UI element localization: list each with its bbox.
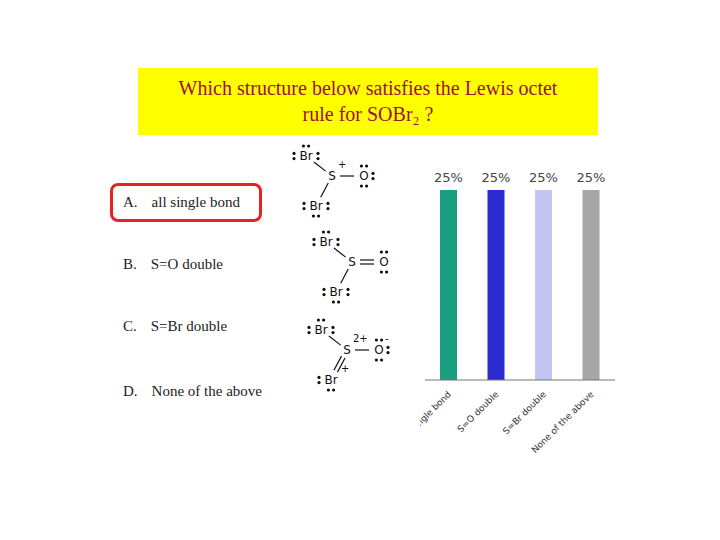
svg-text:S=O double: S=O double — [455, 389, 500, 434]
html-text:D.: D. — [123, 383, 138, 399]
svg-text:Br: Br — [309, 199, 322, 213]
svg-text:+: + — [341, 363, 349, 374]
svg-text:None of the above: None of the above — [530, 389, 596, 455]
html-text:A.: A. — [123, 194, 138, 210]
html-text:B.: B. — [123, 256, 137, 272]
svg-text:25%: 25% — [434, 170, 463, 185]
svg-text:25%: 25% — [482, 170, 511, 185]
svg-text:Br: Br — [329, 285, 342, 299]
html-text:Which structure below satisfie: Which structure below satisfies the Lewi… — [178, 77, 558, 125]
svg-text:+: + — [338, 159, 346, 170]
svg-text:S: S — [328, 169, 336, 183]
svg-text:25%: 25% — [529, 170, 558, 185]
svg-text:S: S — [343, 343, 351, 357]
svg-text:Br: Br — [314, 323, 327, 337]
svg-text:Br: Br — [299, 149, 312, 163]
svg-text:O: O — [359, 169, 368, 183]
html-text:S=Br double: S=Br double — [150, 318, 228, 334]
svg-text:O: O — [379, 255, 388, 269]
html-text:C.: C. — [123, 318, 137, 334]
svg-text:S: S — [348, 255, 356, 269]
svg-text:all single bond: all single bond — [420, 389, 453, 442]
svg-text:S=Br double: S=Br double — [501, 389, 548, 436]
svg-text:Br: Br — [324, 373, 337, 387]
svg-text:2+: 2+ — [353, 333, 368, 344]
svg-text:-: - — [385, 333, 389, 344]
html-text:all single bond: all single bond — [151, 194, 240, 210]
svg-text:O: O — [374, 343, 383, 357]
html-text:None of the above: None of the above — [151, 383, 262, 399]
svg-text:Br: Br — [319, 235, 332, 249]
svg-text:25%: 25% — [577, 170, 606, 185]
html-text:S=O double: S=O double — [150, 256, 223, 272]
